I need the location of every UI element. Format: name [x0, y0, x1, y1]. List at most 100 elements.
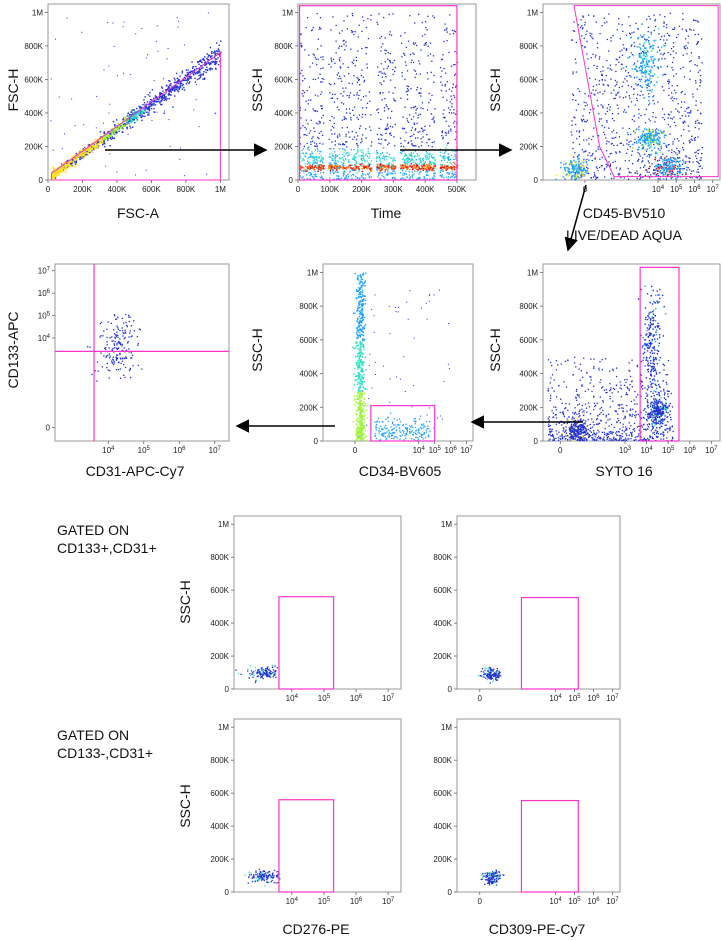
event-dot	[338, 47, 340, 49]
event-dot	[675, 52, 677, 54]
event-dot	[583, 159, 585, 161]
event-dot	[119, 343, 122, 345]
event-dot	[595, 166, 598, 168]
event-dot	[654, 152, 657, 155]
event-dot	[356, 116, 358, 119]
event-dot	[179, 75, 181, 77]
event-dot	[202, 73, 205, 75]
event-dot	[382, 156, 384, 158]
event-dot	[377, 172, 379, 174]
event-dot	[640, 177, 642, 179]
event-dot	[450, 112, 453, 114]
event-dot	[629, 146, 631, 148]
event-dot	[442, 170, 445, 172]
event-dot	[600, 70, 602, 73]
event-dot	[394, 66, 396, 69]
event-dot	[382, 43, 384, 45]
event-dot	[101, 139, 104, 141]
event-dot	[602, 107, 604, 109]
event-dot	[445, 120, 447, 123]
event-dot	[424, 154, 426, 156]
event-dot	[385, 76, 387, 78]
event-dot	[696, 42, 699, 44]
event-dot	[444, 159, 446, 161]
event-dot	[454, 156, 457, 158]
event-dot	[681, 28, 683, 30]
event-dot	[577, 103, 580, 105]
event-dot	[72, 155, 75, 158]
event-dot	[426, 167, 428, 169]
event-dot	[53, 174, 55, 176]
event-dot	[414, 76, 416, 79]
event-dot	[423, 44, 425, 46]
event-dot	[578, 167, 580, 169]
event-dot	[87, 149, 90, 151]
event-dot	[568, 170, 571, 173]
event-dot	[171, 87, 174, 89]
event-dot	[399, 172, 402, 174]
event-dot	[615, 70, 617, 73]
event-dot	[592, 89, 594, 91]
event-dot	[345, 135, 347, 137]
event-dot	[592, 176, 595, 178]
event-dot	[300, 127, 302, 129]
event-dot	[697, 161, 699, 164]
event-dot	[303, 178, 305, 180]
event-dot	[641, 75, 644, 78]
event-dot	[173, 77, 176, 80]
event-dot	[640, 62, 642, 64]
event-dot	[662, 74, 664, 76]
event-dot	[639, 65, 642, 67]
event-dot	[657, 136, 660, 138]
event-dot	[643, 50, 645, 52]
event-dot	[652, 44, 655, 47]
event-dot	[179, 147, 181, 149]
event-dot	[695, 151, 697, 153]
event-dot	[647, 130, 650, 132]
event-dot	[332, 148, 335, 150]
event-dot	[310, 173, 312, 176]
event-dot	[421, 163, 423, 165]
event-dot	[431, 167, 433, 169]
event-dot	[111, 358, 114, 360]
event-dot	[55, 172, 58, 174]
event-dot	[314, 149, 317, 151]
event-dot	[170, 82, 172, 85]
event-dot	[638, 55, 641, 58]
event-dot	[639, 137, 642, 140]
event-dot	[393, 170, 396, 172]
event-dot	[583, 101, 585, 103]
event-dot	[302, 75, 304, 77]
event-dot	[194, 77, 196, 80]
event-dot	[129, 74, 131, 76]
event-dot	[582, 15, 584, 17]
event-dot	[331, 154, 334, 157]
event-dot	[659, 169, 662, 172]
event-dot	[386, 155, 388, 157]
event-dot	[577, 175, 579, 178]
event-dot	[378, 142, 380, 144]
event-dot	[592, 152, 594, 155]
event-dot	[582, 169, 584, 171]
event-dot	[399, 137, 402, 139]
event-dot	[610, 152, 613, 155]
event-dot	[334, 140, 336, 142]
event-dot	[641, 65, 644, 67]
event-dot	[426, 141, 428, 144]
event-dot	[94, 142, 97, 145]
event-dot	[639, 49, 642, 51]
event-dot	[642, 140, 644, 143]
event-dot	[334, 144, 336, 146]
event-dot	[572, 147, 574, 150]
event-dot	[337, 166, 339, 168]
y-tick-label: 0	[289, 176, 294, 185]
event-dot	[579, 165, 581, 167]
event-dot	[424, 168, 426, 170]
event-dot	[330, 163, 332, 166]
event-dot	[673, 138, 676, 140]
event-dot	[347, 66, 349, 68]
plot-p3: 01041051061070200K400K600K800K1MCD45-BV5…	[487, 3, 721, 243]
event-dot	[618, 136, 621, 138]
event-dot	[671, 96, 673, 98]
event-dot	[453, 94, 455, 97]
